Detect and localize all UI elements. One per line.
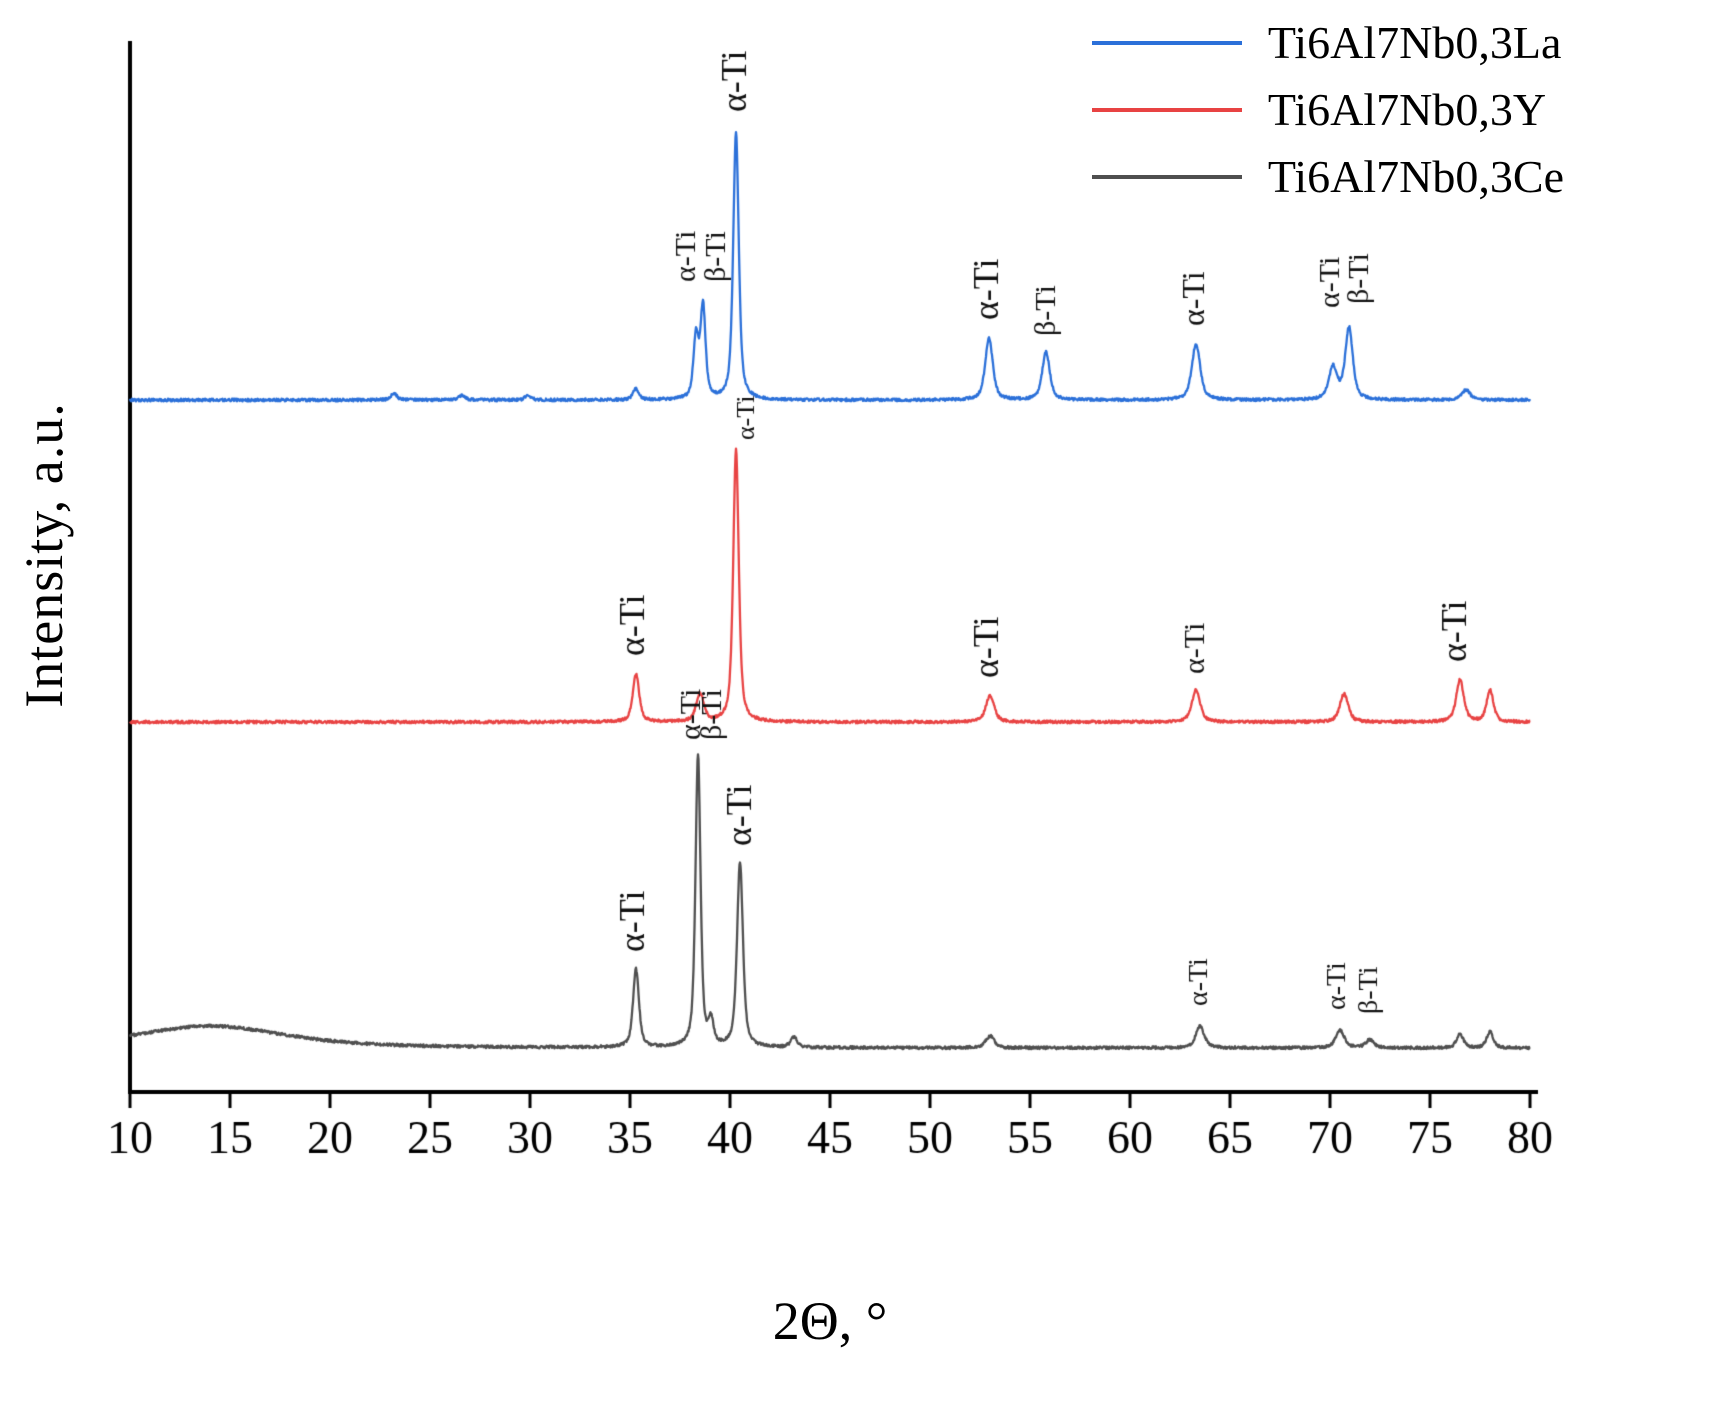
legend-label-y: Ti6Al7Nb0,3Y: [1267, 84, 1547, 135]
legend-item-la: Ti6Al7Nb0,3La: [1091, 16, 1564, 69]
legend-label-ce: Ti6Al7Nb0,3Ce: [1267, 151, 1564, 202]
legend-item-y: Ti6Al7Nb0,3Y: [1091, 83, 1564, 136]
x-axis-title: 2Θ, °: [772, 1291, 888, 1351]
legend-line-swatch-y: [1091, 107, 1242, 112]
legend-line-swatch-ce: [1091, 174, 1242, 179]
legend-label-la: Ti6Al7Nb0,3La: [1267, 17, 1562, 68]
legend-line-swatch-la: [1091, 40, 1242, 45]
legend-item-ce: Ti6Al7Nb0,3Ce: [1091, 150, 1564, 203]
y-axis-title: Intensity, a.u.: [14, 402, 74, 708]
legend: Ti6Al7Nb0,3La Ti6Al7Nb0,3Y Ti6Al7Nb0,3Ce: [1091, 16, 1564, 203]
